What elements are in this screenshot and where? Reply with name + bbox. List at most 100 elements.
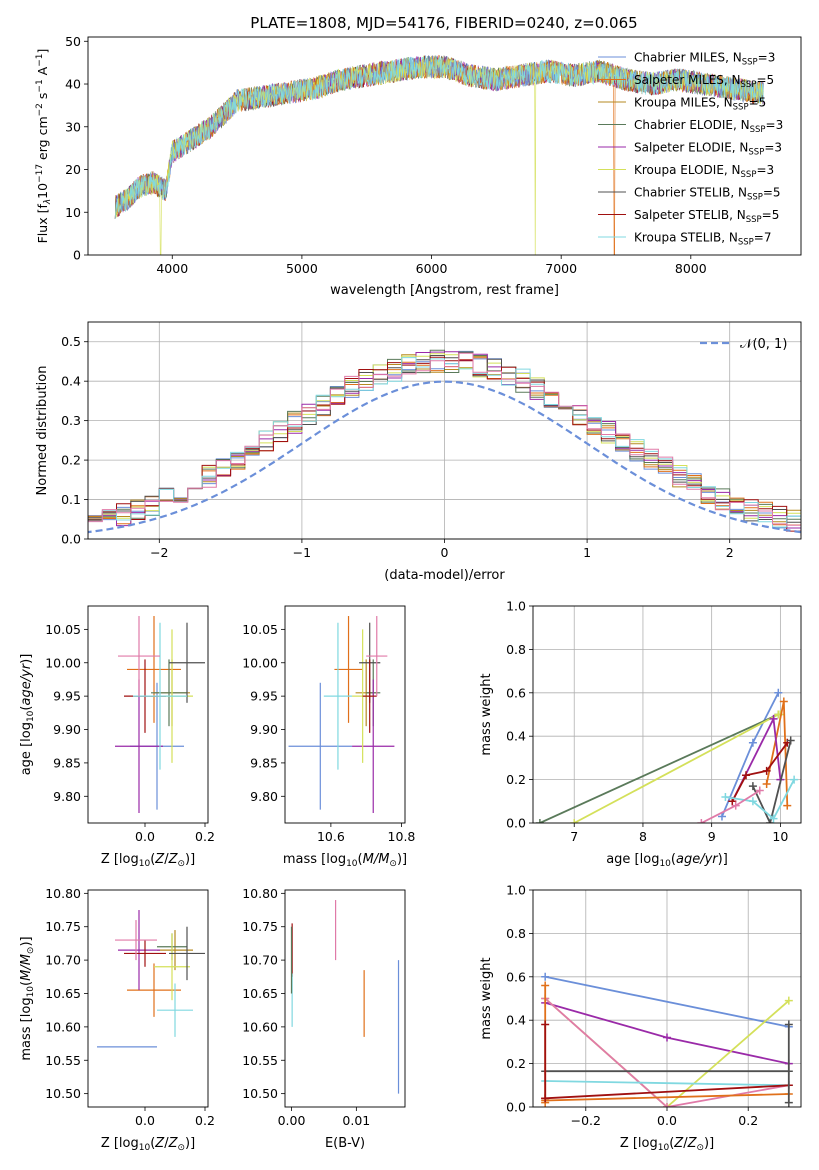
y-tick-label: 0.5 — [61, 334, 81, 349]
x-label-part: Z — [687, 1136, 698, 1151]
legend-name: Salpeter ELODIE, N — [634, 141, 748, 155]
y-tick-label: 0.8 — [506, 642, 526, 657]
y-tick-label: 0.4 — [61, 374, 81, 389]
x-axis-label: E(B-V) — [325, 1136, 365, 1151]
x-tick-label: 7 — [570, 829, 578, 844]
weight-marker — [541, 1094, 550, 1103]
legend-entry: Chabrier MILES, NSSP=3 — [634, 51, 775, 68]
weight-marker — [779, 697, 788, 706]
histogram-step-pink — [88, 352, 801, 537]
x-label-part: ( — [669, 1136, 674, 1151]
weight-marker — [766, 819, 775, 823]
y-tick-label: 0.6 — [506, 969, 526, 984]
label-part: age [log — [19, 722, 34, 775]
y-tick-label: 10.05 — [45, 622, 81, 637]
legend-entry: Kroupa ELODIE, NSSP=3 — [634, 163, 774, 180]
y-tick-label: 0.2 — [506, 1056, 526, 1071]
mass-vs-metallicity-panel: 0.0 0.2 10.50 10.55 10.60 10.65 10.70 10.75 10.8… — [19, 886, 215, 1153]
legend-name: Kroupa STELIB, N — [634, 231, 738, 245]
legend-suffix: =5 — [763, 186, 781, 200]
weight-line-salpeter-stelib — [545, 1084, 789, 1100]
y-tick-label: 9.85 — [250, 755, 278, 770]
y-tick-label: 0.6 — [506, 685, 526, 700]
x-tick-label: −2 — [150, 545, 168, 560]
x-label-sub: 10 — [658, 1143, 670, 1153]
label-part: M/M — [363, 852, 390, 867]
x-axis-label: wavelength [Angstrom, rest frame] — [330, 283, 559, 298]
x-tick-label: 9 — [708, 829, 716, 844]
weight-marker — [721, 792, 730, 801]
x-label-part: Z — [154, 1136, 165, 1151]
y-tick-label: 0.8 — [506, 926, 526, 941]
legend-entry: Salpeter STELIB, NSSP=5 — [634, 208, 779, 225]
legend-name: Kroupa MILES, N — [634, 96, 733, 110]
y-tick-label: 30 — [65, 119, 81, 134]
x-label-sub: ⊙ — [177, 1143, 185, 1153]
legend-suffix: =3 — [756, 163, 774, 177]
y-tick-label: 10.75 — [45, 919, 81, 934]
x-label-part: )] — [185, 852, 195, 867]
y-tick-label: 0.2 — [506, 772, 526, 787]
x-tick-label: 0.2 — [195, 829, 215, 844]
legend-suffix: =5 — [756, 73, 774, 87]
spectrum-line-kroupa-elodie — [114, 55, 764, 255]
label-sub: 10 — [26, 986, 36, 998]
x-tick-label: 0.2 — [195, 1113, 215, 1128]
x-label-sub: 10 — [139, 859, 151, 869]
y-tick-label: 0 — [73, 248, 81, 263]
label-part: ( — [19, 981, 34, 986]
y-axis-label: mass [log10(M/M⊙)] — [19, 936, 36, 1060]
weight-line-salpeter-stelib — [731, 742, 789, 802]
y-tick-label: 10.70 — [45, 953, 81, 968]
x-axis-label: age [log10(age/yr)] — [606, 852, 728, 869]
legend-entry: Kroupa STELIB, NSSP=7 — [634, 231, 772, 248]
x-label-part: ( — [150, 1136, 155, 1151]
y-tick-label: 9.80 — [250, 789, 278, 804]
weight-marker — [769, 814, 778, 823]
y-tick-label: 9.95 — [250, 689, 278, 704]
label-part: ( — [19, 706, 34, 711]
y-tick-label: 10.80 — [45, 886, 81, 901]
y-tick-label: 10.75 — [242, 919, 278, 934]
label-part: age/yr — [19, 662, 34, 705]
y-axis-label: Flux [fλ10−17 erg cm−2 s−1 A−1] — [35, 49, 53, 244]
x-label-sub: 10 — [139, 1143, 151, 1153]
y-label-part: A — [35, 66, 50, 79]
x-tick-label: 0.2 — [738, 1113, 758, 1128]
label-part: )] — [19, 654, 34, 664]
x-axis-label: Z [log10(Z/Z⊙)] — [620, 1136, 714, 1153]
x-tick-label: 6000 — [416, 261, 448, 276]
legend-entry: Chabrier ELODIE, NSSP=3 — [634, 118, 783, 135]
weight-marker — [784, 996, 793, 1005]
legend-name: Chabrier ELODIE, N — [634, 118, 750, 132]
y-axis-label: mass weight — [479, 673, 494, 755]
weight-marker — [663, 1033, 671, 1042]
axes-frame — [87, 605, 209, 824]
x-tick-label: −0.2 — [571, 1113, 601, 1128]
figure-title: PLATE=1808, MJD=54176, FIBERID=0240, z=0… — [250, 14, 637, 32]
y-label-part: ] — [35, 49, 50, 54]
y-tick-label: 10.80 — [242, 886, 278, 901]
label-part: )] — [718, 852, 728, 867]
weight-marker — [790, 775, 799, 784]
x-label-part: Z — [154, 852, 165, 867]
y-tick-label: 10.60 — [242, 1019, 278, 1034]
label-part: M/M — [19, 954, 34, 981]
legend-sub: SSP — [747, 193, 763, 203]
label-sub: 10 — [346, 859, 358, 869]
x-label-part: Z [log — [101, 1136, 139, 1151]
x-tick-label: 0.00 — [278, 1113, 306, 1128]
weight-marker — [541, 1020, 550, 1029]
x-tick-label: −1 — [293, 545, 311, 560]
residual-histogram-panel: −2 −1 0 1 2 0.0 0.1 0.2 0.3 0.4 0.5 𝒩(0, 1) (data-mo… — [35, 321, 802, 583]
y-tick-label: 10.00 — [242, 655, 278, 670]
weight-marker — [748, 782, 757, 791]
y-label-part: 10 — [35, 183, 50, 199]
label-sub: 10 — [26, 710, 36, 722]
weight-marker — [748, 738, 757, 747]
legend-suffix: =5 — [749, 96, 767, 110]
x-axis-label: Z [log10(Z/Z⊙)] — [101, 852, 195, 869]
weight-line-pink — [544, 997, 789, 1107]
